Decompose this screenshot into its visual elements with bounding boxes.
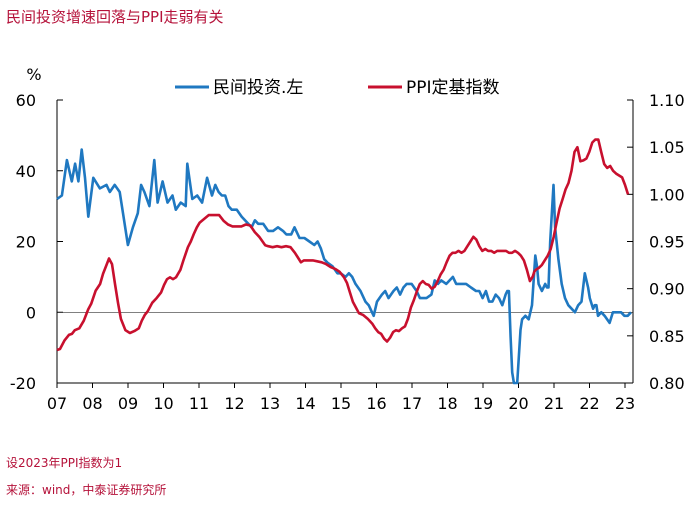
legend-label: PPI定基指数 xyxy=(406,78,500,98)
x-tick-label: 14 xyxy=(295,394,315,413)
x-tick-label: 17 xyxy=(402,394,422,413)
x-tick-label: 08 xyxy=(82,394,102,413)
x-tick-label: 12 xyxy=(224,394,244,413)
x-tick-label: 23 xyxy=(615,394,635,413)
chart-series xyxy=(56,138,632,385)
right-tick-label: 1.05 xyxy=(649,138,685,157)
x-tick-label: 19 xyxy=(473,394,493,413)
series-line-private-investment xyxy=(56,148,632,385)
right-tick-label: 0.85 xyxy=(649,327,685,346)
x-tick-label: 21 xyxy=(544,394,564,413)
x-tick-label: 18 xyxy=(437,394,457,413)
chart-axes: % 60 40 20 0 -20 1.10 1.05 1.00 0.95 0.90 0.85 0.80 0… xyxy=(10,65,685,413)
series-line-ppi xyxy=(56,138,630,352)
right-tick-label: 0.80 xyxy=(649,374,685,393)
left-tick-label: -20 xyxy=(10,374,36,393)
right-tick-label: 1.00 xyxy=(649,185,685,204)
right-tick-label: 1.10 xyxy=(649,91,685,110)
right-tick-label: 0.90 xyxy=(649,280,685,299)
x-tick-label: 07 xyxy=(47,394,67,413)
line-chart: % 60 40 20 0 -20 1.10 1.05 1.00 0.95 0.90 0.85 0.80 0… xyxy=(10,65,685,413)
x-tick-label: 16 xyxy=(366,394,386,413)
left-tick-label: 40 xyxy=(16,162,36,181)
x-tick-label: 13 xyxy=(260,394,280,413)
left-tick-label: 20 xyxy=(16,233,36,252)
legend-label: 民间投资.左 xyxy=(213,78,303,98)
x-tick-label: 22 xyxy=(579,394,599,413)
left-axis-unit: % xyxy=(26,65,41,84)
chart-legend: 民间投资.左 PPI定基指数 xyxy=(175,78,500,98)
x-tick-label: 09 xyxy=(118,394,138,413)
x-tick-label: 10 xyxy=(153,394,173,413)
x-tick-label: 20 xyxy=(508,394,528,413)
left-tick-label: 60 xyxy=(16,91,36,110)
x-tick-label: 15 xyxy=(331,394,351,413)
chart-title: 民间投资增速回落与PPI走弱有关 xyxy=(6,8,224,26)
x-tick-label: 11 xyxy=(189,394,209,413)
footnote: 设2023年PPI指数为1 xyxy=(6,456,123,470)
source-note: 来源：wind，中泰证券研究所 xyxy=(6,483,167,497)
left-tick-label: 0 xyxy=(26,303,36,322)
right-tick-label: 0.95 xyxy=(649,233,685,252)
